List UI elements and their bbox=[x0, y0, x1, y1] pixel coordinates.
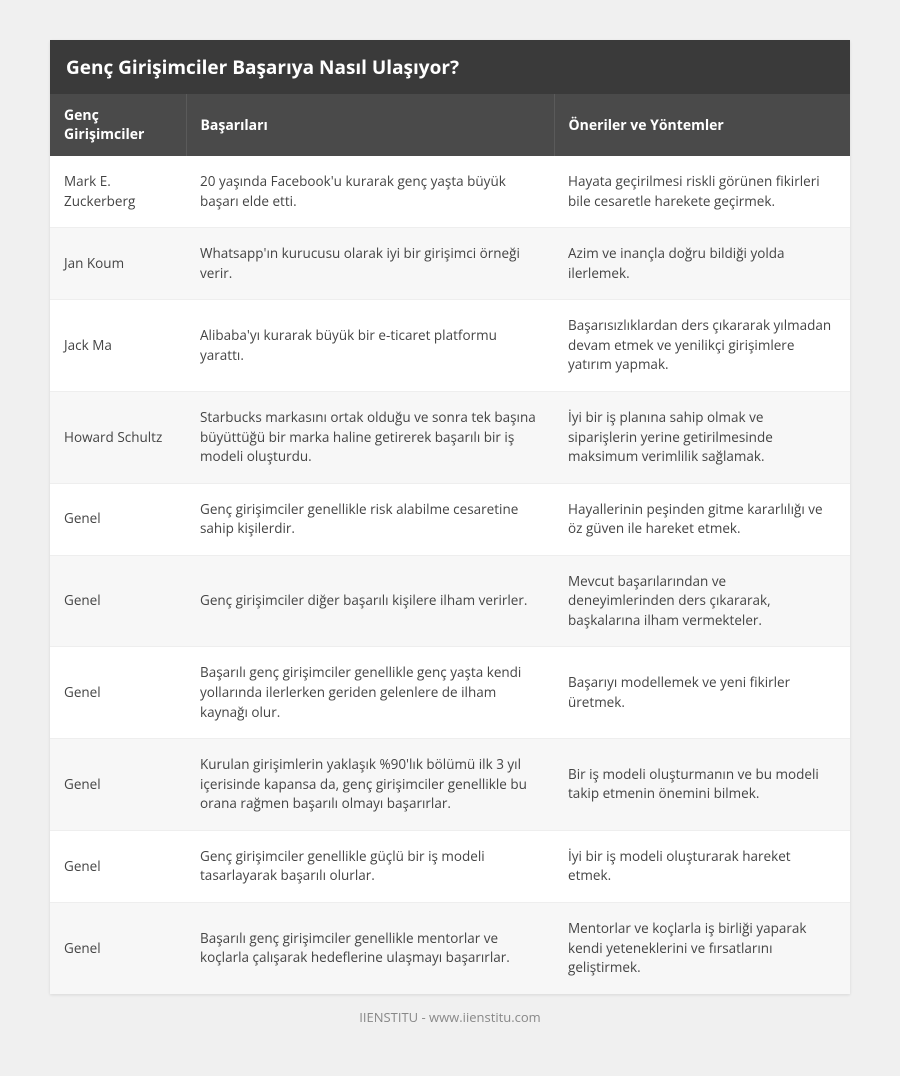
cell-advice: Bir iş modeli oluşturmanın ve bu modeli … bbox=[554, 739, 850, 831]
cell-advice: İyi bir iş planına sahip olmak ve sipari… bbox=[554, 391, 850, 483]
cell-advice: Hayallerinin peşinden gitme kararlılığı … bbox=[554, 483, 850, 555]
cell-name: Jack Ma bbox=[50, 300, 186, 392]
cell-name: Genel bbox=[50, 739, 186, 831]
cell-name: Jan Koum bbox=[50, 228, 186, 300]
cell-name: Genel bbox=[50, 555, 186, 647]
table-header-row: Genç Girişimciler Başarıları Öneriler ve… bbox=[50, 94, 850, 156]
table-row: Genel Kurulan girişimlerin yaklaşık %90'… bbox=[50, 739, 850, 831]
page-title: Genç Girişimciler Başarıya Nasıl Ulaşıyo… bbox=[50, 40, 850, 94]
cell-name: Genel bbox=[50, 902, 186, 993]
cell-name: Mark E. Zuckerberg bbox=[50, 156, 186, 228]
table-row: Jack Ma Alibaba'yı kurarak büyük bir e-t… bbox=[50, 300, 850, 392]
table-row: Mark E. Zuckerberg 20 yaşında Facebook'u… bbox=[50, 156, 850, 228]
column-header-name: Genç Girişimciler bbox=[50, 94, 186, 156]
cell-name: Genel bbox=[50, 647, 186, 739]
cell-success: Başarılı genç girişimciler genellikle me… bbox=[186, 902, 554, 993]
cell-success: Whatsapp'ın kurucusu olarak iyi bir giri… bbox=[186, 228, 554, 300]
cell-success: Genç girişimciler diğer başarılı kişiler… bbox=[186, 555, 554, 647]
cell-advice: Hayata geçirilmesi riskli görünen fikirl… bbox=[554, 156, 850, 228]
cell-name: Genel bbox=[50, 483, 186, 555]
table-row: Howard Schultz Starbucks markasını ortak… bbox=[50, 391, 850, 483]
table-row: Genel Genç girişimciler genellikle risk … bbox=[50, 483, 850, 555]
table-row: Genel Genç girişimciler diğer başarılı k… bbox=[50, 555, 850, 647]
column-header-success: Başarıları bbox=[186, 94, 554, 156]
cell-advice: İyi bir iş modeli oluşturarak hareket et… bbox=[554, 830, 850, 902]
table-row: Genel Başarılı genç girişimciler genelli… bbox=[50, 902, 850, 993]
footer-text: IIENSTITU - www.iienstitu.com bbox=[50, 994, 850, 1026]
cell-advice: Başarıyı modellemek ve yeni fikirler üre… bbox=[554, 647, 850, 739]
table-row: Genel Başarılı genç girişimciler genelli… bbox=[50, 647, 850, 739]
cell-name: Howard Schultz bbox=[50, 391, 186, 483]
cell-success: Kurulan girişimlerin yaklaşık %90'lık bö… bbox=[186, 739, 554, 831]
cell-advice: Mentorlar ve koçlarla iş birliği yaparak… bbox=[554, 902, 850, 993]
table-body: Mark E. Zuckerberg 20 yaşında Facebook'u… bbox=[50, 156, 850, 994]
cell-success: Starbucks markasını ortak olduğu ve sonr… bbox=[186, 391, 554, 483]
cell-success: Başarılı genç girişimciler genellikle ge… bbox=[186, 647, 554, 739]
cell-advice: Başarısızlıklardan ders çıkararak yılmad… bbox=[554, 300, 850, 392]
cell-success: 20 yaşında Facebook'u kurarak genç yaşta… bbox=[186, 156, 554, 228]
cell-advice: Azim ve inançla doğru bildiği yolda iler… bbox=[554, 228, 850, 300]
table-row: Jan Koum Whatsapp'ın kurucusu olarak iyi… bbox=[50, 228, 850, 300]
content-card: Genç Girişimciler Başarıya Nasıl Ulaşıyo… bbox=[50, 40, 850, 994]
entrepreneurs-table: Genç Girişimciler Başarıları Öneriler ve… bbox=[50, 94, 850, 994]
cell-success: Alibaba'yı kurarak büyük bir e-ticaret p… bbox=[186, 300, 554, 392]
cell-success: Genç girişimciler genellikle risk alabil… bbox=[186, 483, 554, 555]
table-row: Genel Genç girişimciler genellikle güçlü… bbox=[50, 830, 850, 902]
cell-name: Genel bbox=[50, 830, 186, 902]
column-header-advice: Öneriler ve Yöntemler bbox=[554, 94, 850, 156]
cell-advice: Mevcut başarılarından ve deneyimlerinden… bbox=[554, 555, 850, 647]
cell-success: Genç girişimciler genellikle güçlü bir i… bbox=[186, 830, 554, 902]
